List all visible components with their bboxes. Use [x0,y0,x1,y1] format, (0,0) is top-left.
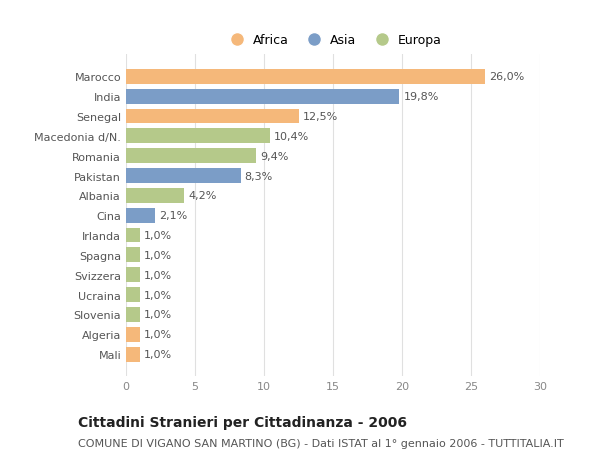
Text: Cittadini Stranieri per Cittadinanza - 2006: Cittadini Stranieri per Cittadinanza - 2… [78,415,407,429]
Bar [126,129,269,144]
Bar [126,287,140,302]
Bar [126,90,399,104]
Text: 1,0%: 1,0% [144,270,172,280]
Bar [126,208,155,223]
Text: 1,0%: 1,0% [144,250,172,260]
Text: 2,1%: 2,1% [159,211,187,221]
Bar [126,228,140,243]
Bar [126,189,184,203]
Text: 10,4%: 10,4% [274,132,309,141]
Text: 1,0%: 1,0% [144,330,172,340]
Text: 4,2%: 4,2% [188,191,217,201]
Bar [126,268,140,283]
Text: 1,0%: 1,0% [144,230,172,241]
Text: 12,5%: 12,5% [302,112,338,122]
Bar [126,70,485,84]
Bar [126,347,140,362]
Bar [126,327,140,342]
Bar [126,109,299,124]
Text: 9,4%: 9,4% [260,151,288,161]
Text: 8,3%: 8,3% [245,171,273,181]
Bar [126,149,256,164]
Text: 1,0%: 1,0% [144,349,172,359]
Text: 1,0%: 1,0% [144,290,172,300]
Bar [126,248,140,263]
Text: 1,0%: 1,0% [144,310,172,320]
Text: 19,8%: 19,8% [403,92,439,102]
Bar [126,169,241,184]
Bar [126,308,140,322]
Text: COMUNE DI VIGANO SAN MARTINO (BG) - Dati ISTAT al 1° gennaio 2006 - TUTTITALIA.I: COMUNE DI VIGANO SAN MARTINO (BG) - Dati… [78,438,564,448]
Text: 26,0%: 26,0% [489,72,524,82]
Legend: Africa, Asia, Europa: Africa, Asia, Europa [220,29,446,52]
